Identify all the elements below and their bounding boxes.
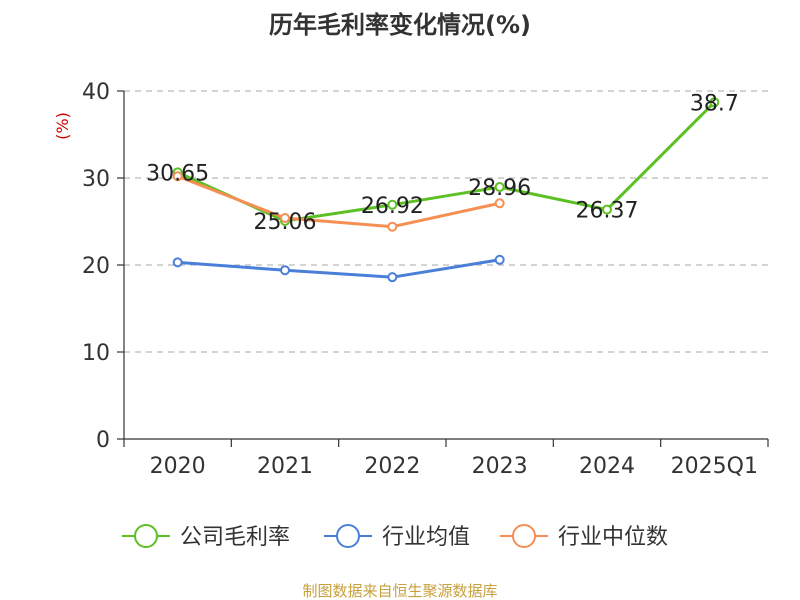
data-point [709, 97, 720, 108]
data-point [602, 204, 612, 215]
x-tick-label: 2021 [257, 454, 313, 479]
source-note: 制图数据来自恒生聚源数据库 [302, 582, 497, 600]
y-axis-label: (%) [53, 112, 72, 140]
legend-label: 行业均值 [382, 525, 470, 550]
data-label: 38.7 [690, 91, 739, 116]
data-label: 26.37 [576, 199, 639, 224]
x-tick-label: 2020 [150, 454, 206, 479]
data-point [387, 272, 398, 283]
series [172, 97, 720, 283]
data-label: 25.06 [254, 210, 317, 235]
x-tick-label: 2024 [579, 454, 635, 479]
series-line [177, 101, 716, 223]
data-point [494, 182, 505, 193]
legend-item[interactable]: 行业中位数 [500, 524, 668, 550]
y-tick-label: 10 [82, 341, 110, 366]
legend-swatch-marker [134, 524, 158, 548]
data-labels: 30.65 25.06 26.92 28.96 26.37 38.7 [146, 91, 739, 235]
data-label: 28.96 [468, 176, 531, 201]
series-line [177, 258, 500, 279]
legend: 公司毛利率 行业均值 行业中位数 [122, 524, 668, 550]
data-label: 30.65 [146, 161, 209, 186]
data-point [387, 199, 398, 210]
axes: 0 10 20 30 40 2020 2021 2022 2023 2024 2025Q1 [82, 80, 769, 479]
x-tick-label: 2023 [472, 454, 528, 479]
data-point [280, 213, 290, 224]
x-tick-label: 2022 [364, 454, 420, 479]
legend-item[interactable]: 公司毛利率 [122, 524, 290, 550]
y-tick-label: 20 [82, 254, 110, 279]
data-point [494, 254, 505, 265]
y-tick-label: 30 [82, 167, 110, 192]
legend-label: 公司毛利率 [180, 525, 290, 550]
legend-item[interactable]: 行业均值 [324, 524, 470, 550]
x-tick-label: 2025Q1 [671, 454, 758, 479]
legend-label: 行业中位数 [558, 525, 668, 550]
data-label: 26.92 [361, 194, 424, 219]
data-point [172, 171, 183, 182]
y-tick-label: 0 [96, 428, 110, 453]
series-line [177, 174, 500, 229]
data-point [172, 257, 183, 268]
data-point [280, 265, 290, 276]
chart-title: 历年毛利率变化情况(%) [269, 11, 531, 39]
legend-swatch-marker [336, 524, 360, 548]
y-tick-label: 40 [82, 80, 110, 105]
data-point [387, 221, 398, 232]
legend-swatch-marker [512, 524, 536, 548]
data-point [494, 198, 505, 209]
grid [124, 90, 768, 353]
